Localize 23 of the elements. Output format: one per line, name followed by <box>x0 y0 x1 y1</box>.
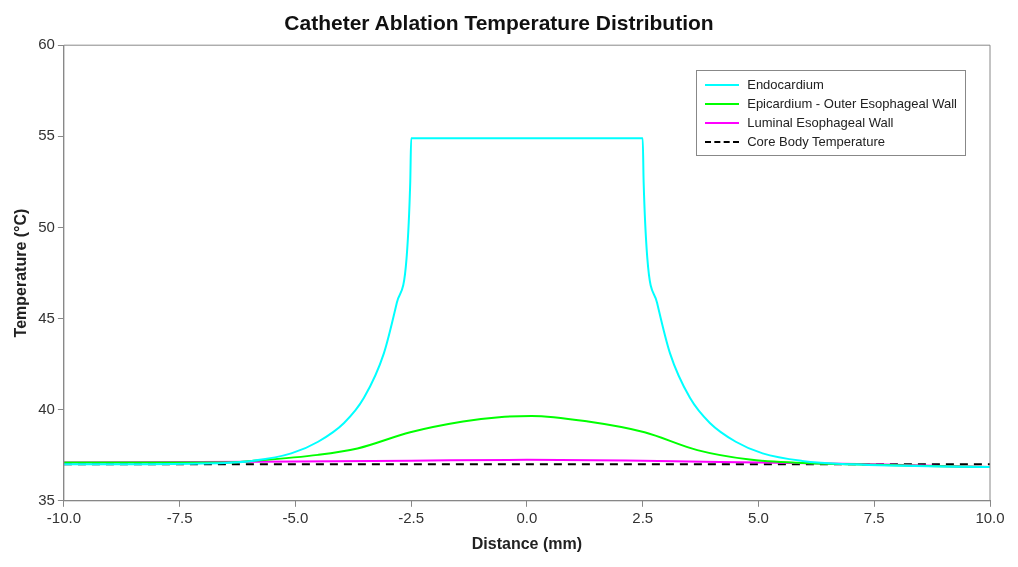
x-tick-label: -10.0 <box>46 508 81 526</box>
chart-title: Catheter Ablation Temperature Distribution <box>284 11 714 35</box>
legend-label: Endocardium <box>747 77 824 92</box>
x-tick-label: 7.5 <box>863 508 885 526</box>
legend-label: Core Body Temperature <box>747 134 885 149</box>
legend-label: Luminal Esophageal Wall <box>747 115 894 130</box>
y-tick-label: 35 <box>38 490 55 508</box>
y-tick-label: 55 <box>38 126 55 144</box>
x-tick-label: 10.0 <box>975 508 1005 526</box>
y-tick-label: 40 <box>38 399 55 417</box>
y-axis-title: Temperature (°C) <box>12 208 30 338</box>
y-tick-label: 45 <box>38 308 55 326</box>
x-tick-label: -7.5 <box>166 508 193 526</box>
x-tick-label: 2.5 <box>632 508 654 526</box>
x-tick-label: -2.5 <box>398 508 425 526</box>
legend-label: Epicardium - Outer Esophageal Wall <box>747 96 957 111</box>
x-axis-title: Distance (mm) <box>471 534 583 552</box>
y-tick-label: 50 <box>38 217 55 235</box>
x-tick-label: 0.0 <box>516 508 538 526</box>
y-tick-label: 60 <box>38 35 55 53</box>
x-tick-label: 5.0 <box>748 508 769 526</box>
x-tick-label: -5.0 <box>282 508 309 526</box>
line-series <box>63 137 990 469</box>
